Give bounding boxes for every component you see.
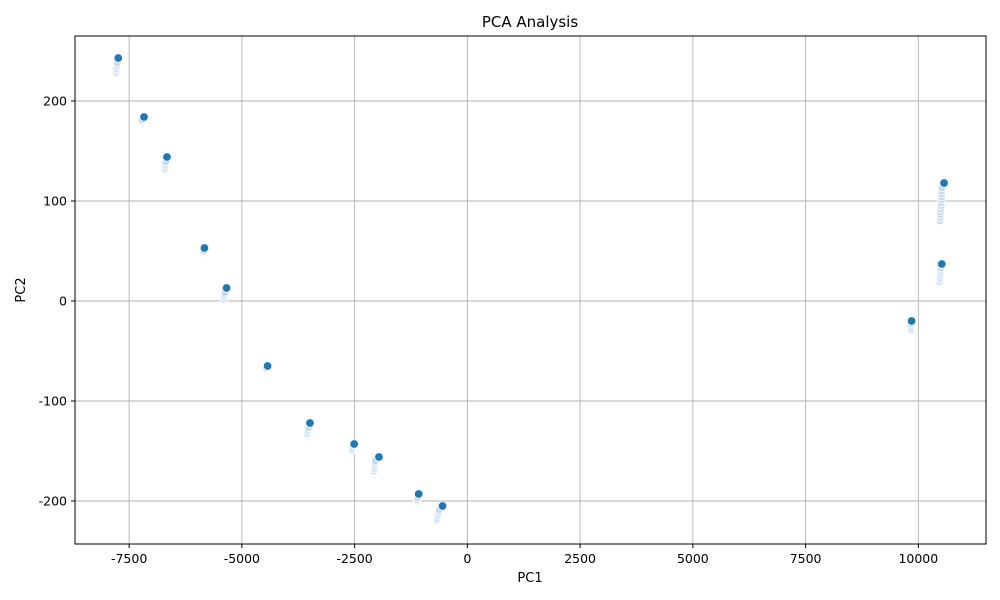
- highlight-point: [937, 259, 947, 269]
- highlight-point: [349, 439, 359, 449]
- y-tick-label: -200: [39, 494, 67, 509]
- y-tick-label: 0: [59, 294, 67, 309]
- x-tick-label: 10000: [898, 551, 938, 566]
- x-axis-label: PC1: [517, 571, 542, 586]
- highlight-point: [262, 361, 273, 371]
- y-tick-label: 100: [43, 194, 67, 209]
- x-tick-label: 5000: [677, 551, 709, 566]
- grid-lines: [75, 36, 986, 544]
- x-tick-label: 2500: [564, 551, 596, 566]
- highlight-point: [162, 152, 172, 162]
- highlight-point: [139, 112, 149, 122]
- x-tick-label: -5000: [224, 551, 260, 566]
- highlight-point: [906, 316, 917, 326]
- highlight-point: [939, 178, 949, 188]
- chart-title: PCA Analysis: [482, 13, 579, 31]
- highlight-point: [305, 418, 315, 428]
- highlight-point: [113, 53, 123, 63]
- axis-ticks: -7500 -5000 -2500 0 2500 5000 7500 10000 -200 -10…: [39, 94, 939, 567]
- x-tick-label: -7500: [111, 551, 147, 566]
- highlight-point: [437, 501, 448, 511]
- y-tick-label: -100: [39, 394, 67, 409]
- highlight-point: [221, 283, 232, 293]
- x-tick-label: -2500: [336, 551, 372, 566]
- x-tick-label: 7500: [790, 551, 822, 566]
- x-tick-label: 0: [463, 551, 471, 566]
- y-tick-label: 200: [43, 94, 67, 109]
- plot-frame: [74, 35, 987, 545]
- data-points: [111, 53, 949, 525]
- highlight-point: [374, 452, 384, 462]
- y-axis-label: PC2: [14, 277, 29, 302]
- highlight-point: [199, 243, 210, 253]
- highlight-point: [413, 489, 424, 499]
